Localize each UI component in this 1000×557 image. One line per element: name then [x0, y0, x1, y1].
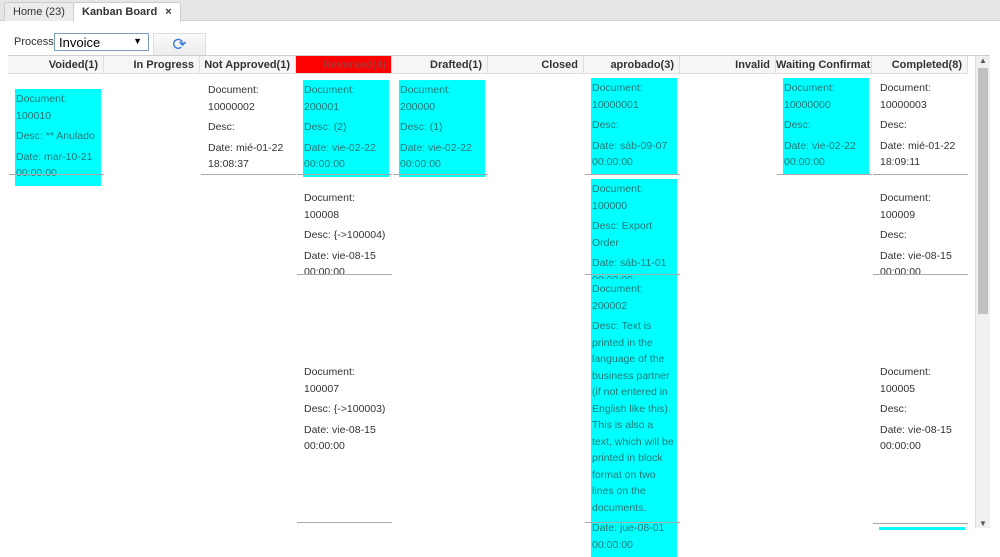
- card-desc: Desc: (1): [400, 121, 443, 133]
- vertical-scrollbar[interactable]: ▲ ▼: [975, 56, 990, 528]
- column-header: aprobado(3): [584, 56, 680, 74]
- scroll-up-icon[interactable]: ▲: [979, 56, 987, 65]
- card-date: Date: mar-10-21 00:00:00: [16, 150, 93, 180]
- card-divider: [297, 274, 392, 275]
- column-header: Reversed(4): [296, 56, 392, 74]
- kanban-card[interactable]: Document: 100009 Desc: Date: vie-08-15 00:…: [879, 188, 965, 285]
- process-label: Process: [14, 36, 54, 48]
- process-select[interactable]: Invoice ▼: [54, 33, 149, 51]
- kanban-card[interactable]: Document: 200000 Desc: (1) Date: vie-02-22…: [399, 80, 485, 177]
- refresh-icon: ⟳: [172, 35, 187, 54]
- card-date: Date: jue-08-01 00:00:00: [592, 522, 665, 551]
- card-doc: Document: 200001: [304, 84, 355, 113]
- card-doc: Document: 10000000: [784, 82, 835, 111]
- kanban-card[interactable]: Document: 10000000 Desc: Date: vie-02-22 0…: [783, 78, 869, 175]
- card-doc: Document: 100009: [880, 192, 931, 221]
- kanban-card[interactable]: Document: 100007 Desc: {->100003) Date: vi…: [303, 362, 389, 459]
- card-date: Date: vie-02-22 00:00:00: [784, 139, 856, 169]
- scroll-down-icon[interactable]: ▼: [979, 519, 987, 528]
- tab-home[interactable]: Home (23): [4, 2, 74, 21]
- tab-label: Home (23): [13, 6, 65, 18]
- card-divider: [9, 174, 104, 175]
- column-header: Waiting Confirmation: [776, 56, 872, 74]
- kanban-card[interactable]: [879, 527, 965, 530]
- card-divider: [873, 174, 968, 175]
- tab-bar: Home (23) Kanban Board ×: [0, 0, 1000, 22]
- column-header: In Progress: [104, 56, 200, 74]
- card-desc: Desc:: [880, 229, 907, 241]
- card-divider: [393, 174, 488, 175]
- card-date: Date: vie-08-15 00:00:00: [304, 423, 376, 453]
- card-divider: [777, 174, 872, 175]
- card-desc: Desc: ** Anulado: [16, 130, 95, 142]
- card-desc: Desc:: [784, 119, 811, 131]
- card-date: Date: mié-01-22 18:09:11: [880, 139, 956, 169]
- card-divider: [873, 523, 968, 524]
- kanban-card[interactable]: Document: 200002 Desc: Text is printed in…: [591, 279, 677, 557]
- card-divider: [585, 274, 680, 275]
- card-divider: [585, 522, 680, 523]
- kanban-board: Voided(1) Document: 100010 Desc: ** Anulad…: [8, 55, 990, 557]
- card-desc: Desc:: [208, 121, 235, 133]
- card-date: Date: vie-08-15 00:00:00: [880, 423, 952, 453]
- card-doc: Document: 100000: [592, 183, 643, 212]
- card-doc: Document: 100007: [304, 366, 355, 395]
- card-doc: Document: 100008: [304, 192, 355, 221]
- close-icon[interactable]: ×: [165, 6, 172, 18]
- kanban-card[interactable]: Document: 100000 Desc: Export Order Date: …: [591, 179, 677, 292]
- chevron-down-icon: ▼: [133, 36, 142, 46]
- kanban-card[interactable]: Document: 100010 Desc: ** Anulado Date: ma…: [15, 89, 101, 186]
- card-desc: Desc:: [592, 119, 619, 131]
- column-header: Invalid: [680, 56, 776, 74]
- kanban-card[interactable]: Document: 100008 Desc: {->100004) Date: vi…: [303, 188, 389, 285]
- kanban-card[interactable]: Document: 10000003 Desc: Date: mié-01-22 1…: [879, 78, 965, 175]
- process-value: Invoice: [59, 35, 101, 50]
- card-doc: Document: 10000002: [208, 84, 259, 113]
- card-divider: [297, 522, 392, 523]
- refresh-button[interactable]: ⟳: [153, 33, 206, 56]
- card-desc: Desc:: [880, 403, 907, 415]
- card-divider: [873, 274, 968, 275]
- column-header: Closed: [488, 56, 584, 74]
- column-header: Completed(8): [872, 56, 968, 74]
- card-desc: Desc: {->100004): [304, 229, 386, 241]
- card-desc: Desc: {->100003): [304, 403, 386, 415]
- card-doc: Document: 200000: [400, 84, 451, 113]
- card-doc: Document: 10000001: [592, 82, 643, 111]
- column-header: Not Approved(1): [200, 56, 296, 74]
- card-doc: Document: 200002: [592, 283, 643, 312]
- kanban-card[interactable]: Document: 10000002 Desc: Date: mié-01-22 1…: [207, 80, 293, 177]
- card-desc: Desc: Export Order: [592, 220, 653, 249]
- card-divider: [201, 174, 296, 175]
- card-divider: [297, 174, 392, 175]
- card-date: Date: sáb-09-07 00:00:00: [592, 139, 668, 169]
- column-header: Voided(1): [8, 56, 104, 74]
- card-date: Date: vie-08-15 00:00:00: [880, 249, 952, 279]
- card-doc: Document: 100010: [16, 93, 67, 122]
- kanban-card[interactable]: Document: 200001 Desc: (2) Date: vie-02-22…: [303, 80, 389, 177]
- card-date: Date: mié-01-22 18:08:37: [208, 141, 284, 171]
- tab-label: Kanban Board: [82, 6, 158, 18]
- card-divider: [585, 174, 680, 175]
- card-date: Date: vie-02-22 00:00:00: [304, 141, 376, 171]
- scrollbar-thumb[interactable]: [978, 68, 988, 314]
- column-header: Drafted(1): [392, 56, 488, 74]
- card-desc: Desc: Text is printed in the language of…: [592, 320, 674, 514]
- kanban-card[interactable]: Document: 10000001 Desc: Date: sáb-09-07 0…: [591, 78, 677, 175]
- card-desc: Desc: (2): [304, 121, 347, 133]
- card-date: Date: vie-02-22 00:00:00: [400, 141, 472, 171]
- card-date: Date: vie-08-15 00:00:00: [304, 249, 376, 279]
- card-desc: Desc:: [880, 119, 907, 131]
- kanban-card[interactable]: Document: 100005 Desc: Date: vie-08-15 00:…: [879, 362, 965, 459]
- card-doc: Document: 10000003: [880, 82, 931, 111]
- tab-kanban-board[interactable]: Kanban Board ×: [73, 2, 181, 22]
- card-doc: Document: 100005: [880, 366, 931, 395]
